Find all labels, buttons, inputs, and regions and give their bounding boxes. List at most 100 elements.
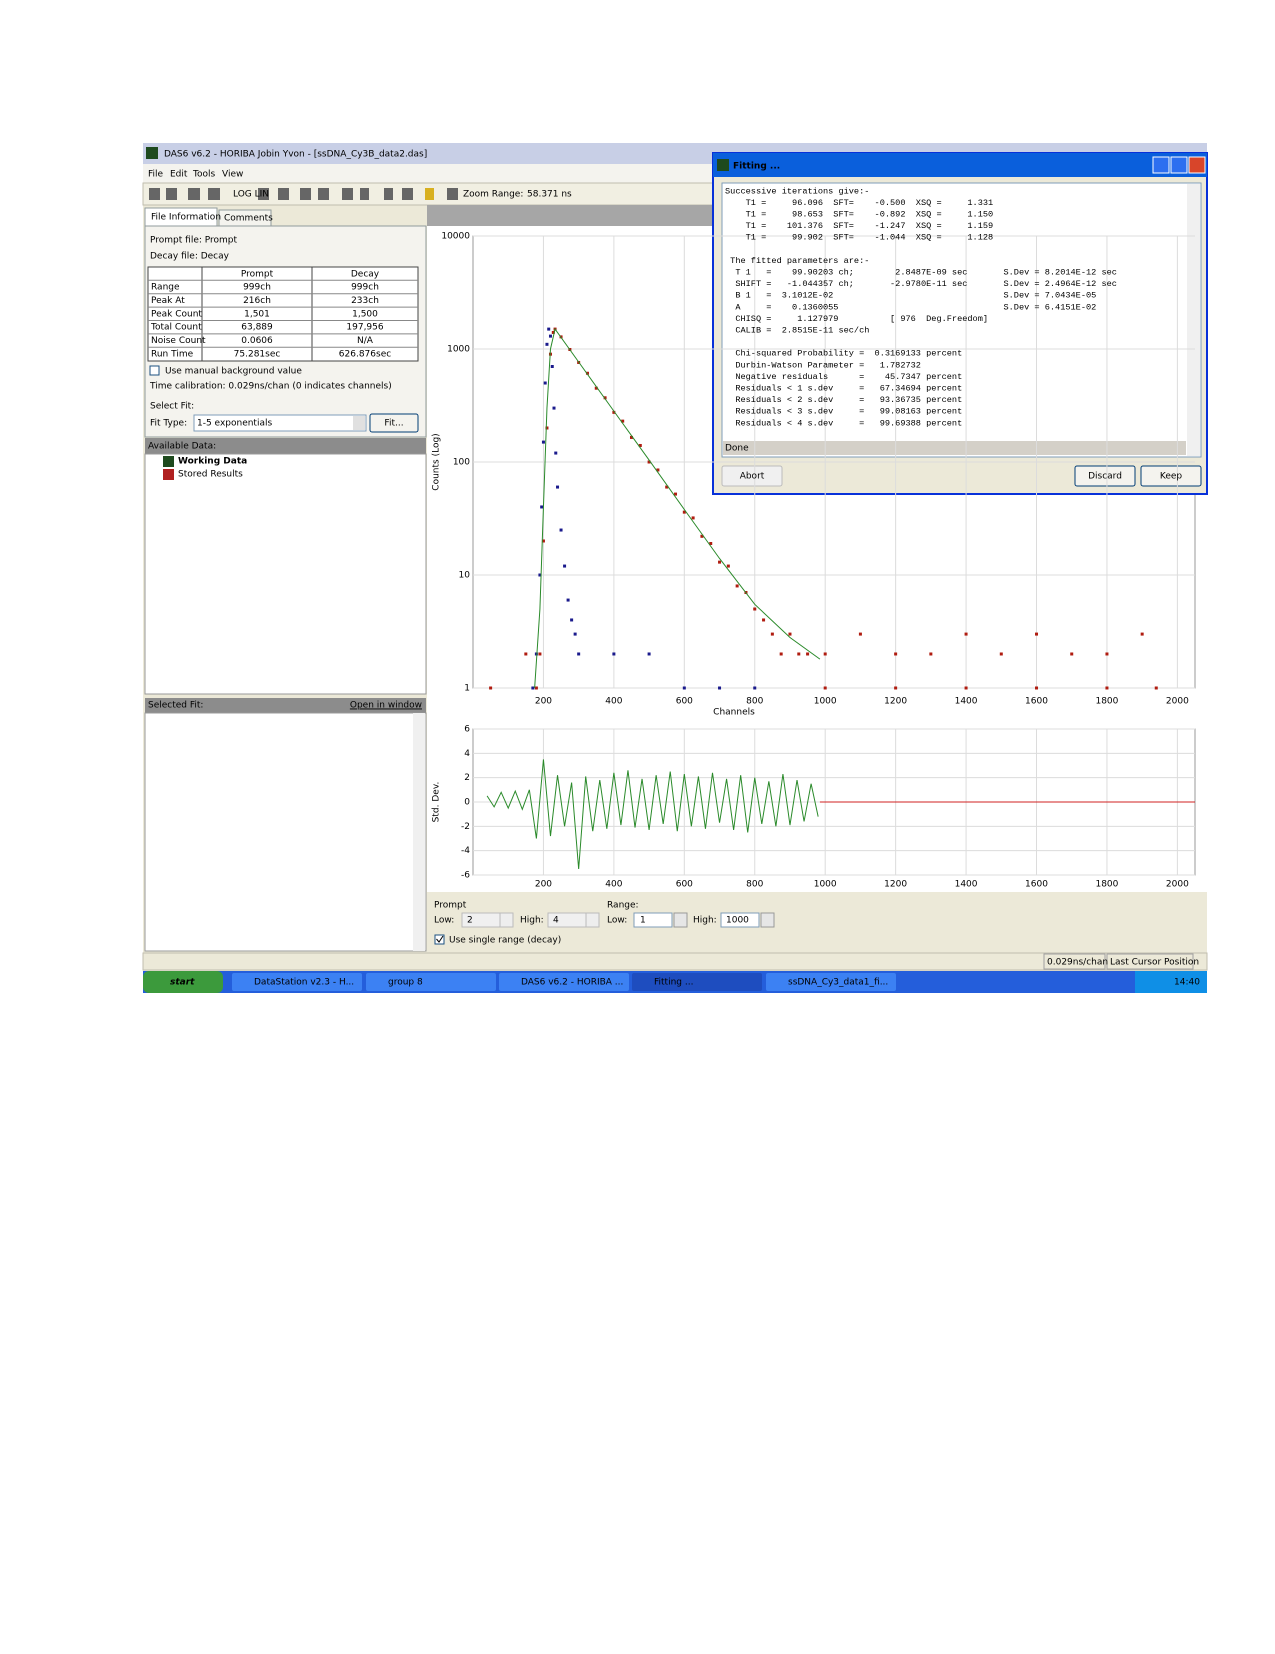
y-tick-label: -2: [461, 822, 470, 832]
cell: 197,956: [346, 323, 383, 333]
menu-item[interactable]: Tools: [192, 170, 215, 180]
x-tick-label: 1400: [955, 697, 978, 707]
tool-icon[interactable]: [166, 188, 177, 200]
task-label[interactable]: group 8: [388, 978, 423, 988]
data-point: [570, 618, 574, 622]
data-point: [543, 381, 547, 385]
info-table: [147, 266, 419, 362]
tool-icon[interactable]: [360, 188, 369, 200]
single-range-label: Use single range (decay): [449, 936, 561, 946]
low-label: Low:: [607, 916, 627, 926]
scrollbar[interactable]: [413, 713, 425, 951]
tool-icon[interactable]: [342, 188, 353, 200]
y-tick-label: 10000: [441, 232, 470, 242]
tool-icon[interactable]: [208, 188, 220, 200]
checkbox[interactable]: [149, 365, 160, 376]
table-header: Decay: [351, 270, 380, 280]
discard-button[interactable]: [1074, 465, 1136, 487]
zoom-value: 58.371 ns: [527, 190, 572, 200]
task-button[interactable]: [632, 973, 762, 991]
x-tick-label: 800: [746, 880, 763, 890]
data-point: [545, 426, 549, 430]
y-axis-label: Counts (Log): [432, 433, 442, 490]
cell: 0.0606: [241, 336, 273, 346]
tool-icon[interactable]: [300, 188, 311, 200]
row-label: Peak At: [151, 296, 185, 306]
spinner[interactable]: [673, 912, 688, 928]
tool-icon[interactable]: [318, 188, 329, 200]
task-label[interactable]: DAS6 v6.2 - HORIBA ...: [521, 978, 623, 988]
task-button[interactable]: [232, 973, 362, 991]
data-point: [612, 410, 616, 414]
task-button[interactable]: [766, 973, 896, 991]
data-point: [1105, 686, 1109, 690]
clock: 14:40: [1174, 978, 1200, 988]
tool-icon[interactable]: [258, 188, 269, 200]
data-point: [964, 686, 968, 690]
cell: 216ch: [243, 296, 271, 306]
dialog-scrollbar[interactable]: [1187, 184, 1200, 456]
checkbox-checked[interactable]: [434, 934, 445, 945]
spinner[interactable]: [499, 912, 514, 928]
close-button[interactable]: [1188, 156, 1206, 174]
range-high-input[interactable]: [720, 912, 760, 928]
toolbar-icons: [149, 188, 458, 200]
prompt-low-value: 2: [467, 916, 473, 926]
y-axis-label: Std. Dev.: [432, 782, 442, 823]
tool-icon[interactable]: [402, 188, 413, 200]
start-button[interactable]: [143, 971, 223, 993]
fit-type-combo[interactable]: [193, 414, 367, 432]
fit-type-value[interactable]: 1-5 exponentials: [197, 419, 272, 429]
abort-button[interactable]: [721, 465, 783, 487]
start-label[interactable]: start: [170, 978, 195, 988]
task-label[interactable]: DataStation v2.3 - H...: [254, 978, 354, 988]
tree-item[interactable]: Stored Results: [178, 470, 243, 480]
task-label[interactable]: ssDNA_Cy3_data1_fi...: [788, 978, 888, 988]
range-low-input[interactable]: [633, 912, 673, 928]
task-button[interactable]: [499, 973, 629, 991]
tool-icon[interactable]: [384, 188, 393, 200]
combo-arrow[interactable]: [353, 416, 365, 430]
spinner[interactable]: [585, 912, 600, 928]
data-point: [682, 686, 686, 690]
table-header: Prompt: [241, 270, 274, 280]
menu-item[interactable]: Edit: [170, 170, 188, 180]
tool-icon[interactable]: [188, 188, 200, 200]
task-label[interactable]: Fitting ...: [654, 978, 693, 988]
series-line: [486, 759, 819, 869]
tree-icon: [163, 456, 174, 467]
dialog-button-label[interactable]: Abort: [740, 472, 765, 482]
fit-output-line: Residuals < 4 s.dev = 99.69388 percent: [725, 418, 962, 428]
available-data-header: [145, 438, 426, 454]
tool-icon[interactable]: [425, 188, 434, 200]
fit-button-label[interactable]: Fit...: [384, 419, 403, 429]
data-point: [823, 686, 827, 690]
data-point: [929, 652, 933, 656]
log-button[interactable]: LOG LIN: [233, 190, 269, 200]
dialog-button-label[interactable]: Keep: [1160, 472, 1183, 482]
tree-item[interactable]: Working Data: [178, 457, 247, 467]
cell: N/A: [357, 336, 374, 346]
tab-label[interactable]: File Information: [151, 213, 221, 223]
task-button[interactable]: [366, 973, 496, 991]
tab-label[interactable]: Comments: [224, 214, 273, 224]
menu-item[interactable]: View: [222, 170, 243, 180]
menu-item[interactable]: File: [148, 170, 164, 180]
fit-button[interactable]: [369, 413, 419, 433]
data-point: [538, 652, 542, 656]
tool-icon[interactable]: [447, 188, 458, 200]
minimize-button[interactable]: [1152, 156, 1170, 174]
data-point: [552, 406, 556, 410]
data-point: [577, 652, 581, 656]
keep-button[interactable]: [1140, 465, 1202, 487]
series-line: [534, 327, 821, 689]
high-label: High:: [520, 916, 544, 926]
x-tick-label: 200: [535, 697, 552, 707]
maximize-button[interactable]: [1170, 156, 1188, 174]
data-point: [1140, 632, 1144, 636]
open-link[interactable]: Open in window: [350, 701, 422, 711]
dialog-button-label[interactable]: Discard: [1088, 472, 1122, 482]
tool-icon[interactable]: [149, 188, 160, 200]
spinner[interactable]: [760, 912, 775, 928]
tool-icon[interactable]: [278, 188, 289, 200]
